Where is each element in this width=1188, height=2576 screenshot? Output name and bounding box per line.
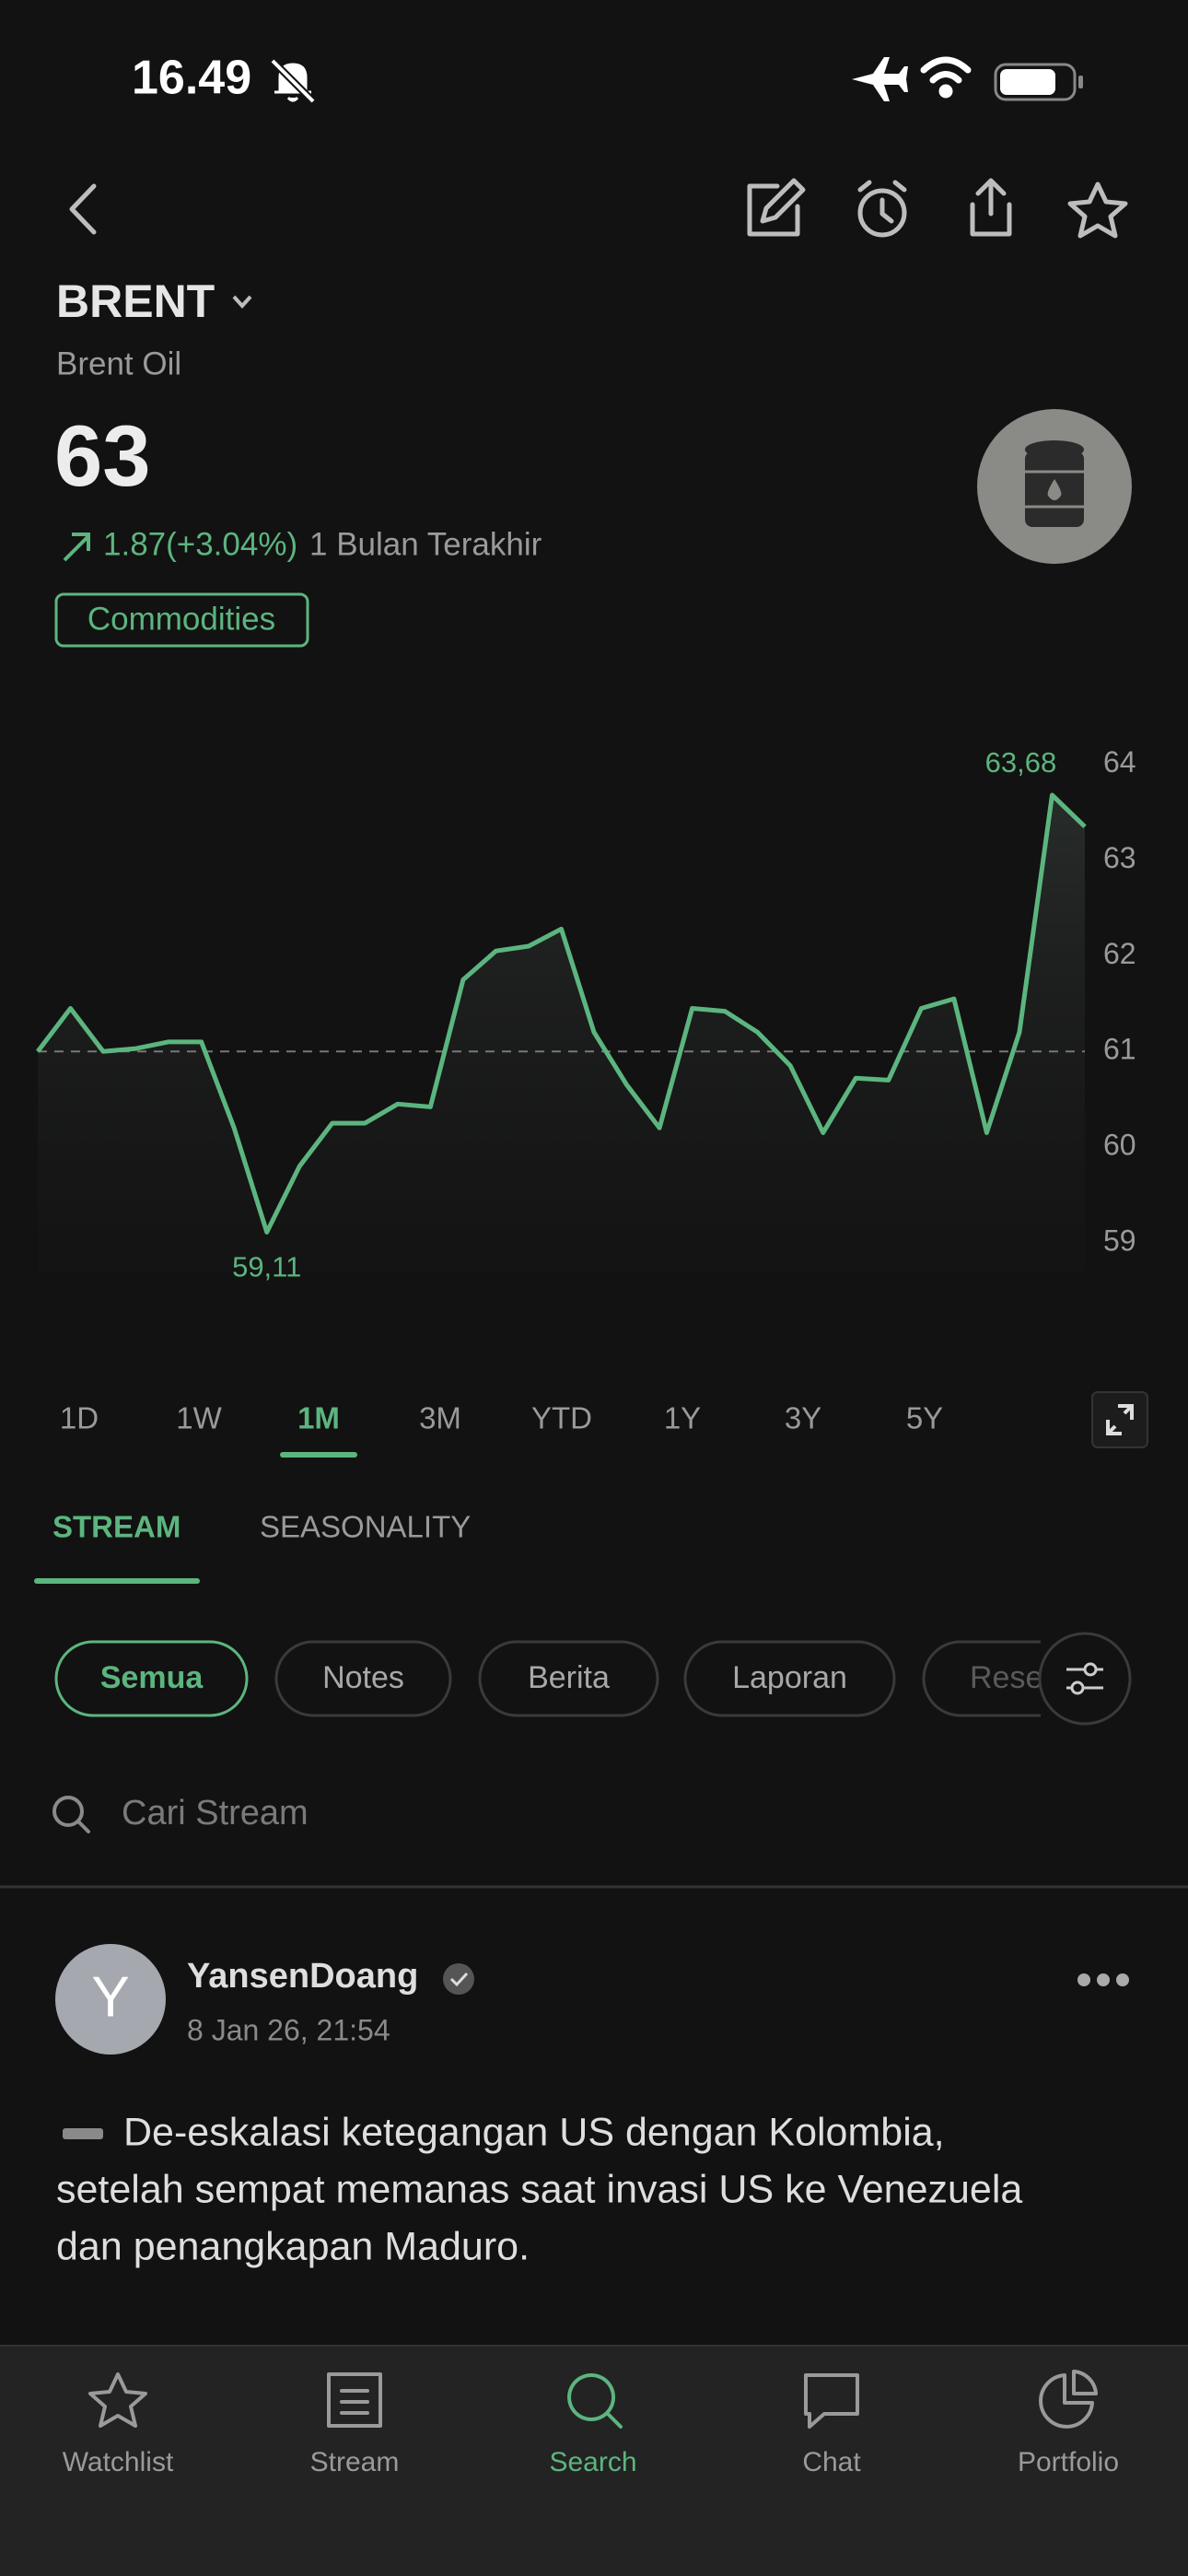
y-tick-label: 62 — [1103, 937, 1136, 970]
area — [38, 794, 1085, 1271]
y-tick-label: 63 — [1103, 841, 1136, 874]
tab-bar: STREAM SEASONALITY — [34, 1510, 471, 1584]
nav-label[interactable]: Chat — [802, 2447, 861, 2477]
mute-icon — [270, 58, 316, 104]
range-underline — [280, 1452, 357, 1458]
range-option[interactable]: 1M — [297, 1401, 340, 1435]
tag-box[interactable] — [54, 592, 309, 648]
chip-label[interactable]: Laporan — [732, 1660, 847, 1695]
range-option[interactable]: 5Y — [906, 1401, 943, 1435]
filter-chips: Semua Notes Berita Laporan Rese — [54, 1640, 1105, 1717]
wifi-icon — [920, 56, 972, 99]
price-chart: 59 60 61 62 63 64 63,68 59,11 — [36, 745, 1136, 1283]
nav-icon[interactable] — [1039, 2370, 1098, 2429]
symbol[interactable]: BRENT — [56, 275, 215, 327]
nav-label[interactable]: Portfolio — [1018, 2447, 1119, 2477]
price-change: 1.87(+3.04%) — [103, 526, 297, 562]
tab-underline — [34, 1578, 200, 1584]
tab[interactable]: SEASONALITY — [260, 1510, 471, 1544]
chip[interactable] — [54, 1640, 249, 1717]
filter-settings[interactable] — [1038, 1632, 1132, 1726]
avatar-letter: Y — [91, 1965, 129, 2029]
search-icon — [52, 1796, 90, 1833]
verified-badge — [443, 1963, 474, 1995]
symbol-dropdown[interactable] — [232, 295, 252, 309]
nav-icon[interactable] — [88, 2372, 147, 2428]
nav-icon[interactable] — [327, 2372, 382, 2428]
nav-items: Watchlist Stream Search Chat Portfolio — [63, 2370, 1119, 2477]
share-button[interactable] — [970, 178, 1012, 237]
chip-label[interactable]: Semua — [100, 1660, 204, 1695]
y-tick-label: 64 — [1103, 745, 1136, 779]
period: 1 Bulan Terakhir — [309, 526, 542, 562]
y-tick-label: 61 — [1103, 1033, 1136, 1066]
avatar[interactable] — [55, 1944, 166, 2055]
more-button[interactable] — [1077, 1973, 1129, 1986]
tag[interactable]: Commodities — [87, 601, 275, 637]
status-time: 16.49 — [132, 52, 251, 105]
post-body: De-eskalasi ketegangan US dengan Kolombi… — [56, 2110, 1022, 2268]
range-option[interactable]: YTD — [531, 1401, 592, 1435]
alarm-button[interactable] — [857, 180, 907, 238]
range-option[interactable]: 3M — [419, 1401, 461, 1435]
nav-icon[interactable] — [567, 2373, 623, 2429]
back-button[interactable] — [69, 183, 97, 235]
fullscreen-button[interactable] — [1091, 1391, 1148, 1448]
nav-icon[interactable] — [804, 2373, 859, 2429]
edit-button[interactable] — [747, 178, 806, 237]
favorite-button[interactable] — [1067, 181, 1128, 239]
range-option[interactable]: 3Y — [785, 1401, 821, 1435]
airplane-icon — [852, 57, 908, 101]
price-line — [36, 792, 1087, 1235]
instrument-name: Brent Oil — [56, 345, 181, 381]
chip-label[interactable]: Rese — [970, 1660, 1042, 1695]
chip[interactable] — [922, 1640, 1105, 1717]
price: 63 — [54, 407, 151, 504]
change-arrow — [63, 533, 90, 562]
chip[interactable] — [274, 1640, 452, 1717]
battery-icon — [994, 63, 1083, 101]
y-tick-label: 60 — [1103, 1128, 1136, 1161]
nav-label[interactable]: Stream — [310, 2447, 400, 2477]
range-option[interactable]: 1W — [176, 1401, 222, 1435]
chip[interactable] — [683, 1640, 896, 1717]
range-selector: 1D 1W 1M 3M YTD 1Y 3Y 5Y — [60, 1401, 943, 1458]
post-line: De-eskalasi ketegangan US dengan Kolombi… — [123, 2110, 945, 2154]
bottom-nav — [0, 2346, 1188, 2576]
post-line: dan penangkapan Maduro. — [56, 2224, 530, 2268]
post-line: setelah sempat memanas saat invasi US ke… — [56, 2167, 1022, 2211]
post-date: 8 Jan 26, 21:54 — [187, 2013, 390, 2046]
chip[interactable] — [478, 1640, 659, 1717]
tab[interactable]: STREAM — [52, 1510, 181, 1544]
min-label: 59,11 — [232, 1251, 301, 1283]
nav-label[interactable]: Search — [549, 2447, 636, 2477]
chip-label[interactable]: Berita — [528, 1660, 610, 1695]
emoji-dash — [63, 2128, 103, 2139]
chip-label[interactable]: Notes — [322, 1660, 404, 1695]
author[interactable]: YansenDoang — [187, 1957, 418, 1996]
instrument-logo — [977, 409, 1132, 564]
nav-label[interactable]: Watchlist — [63, 2447, 174, 2477]
y-tick-label: 59 — [1103, 1224, 1136, 1257]
search-input[interactable]: Cari Stream — [122, 1794, 309, 1832]
range-option[interactable]: 1D — [60, 1401, 99, 1435]
max-label: 63,68 — [985, 746, 1057, 779]
range-option[interactable]: 1Y — [664, 1401, 701, 1435]
